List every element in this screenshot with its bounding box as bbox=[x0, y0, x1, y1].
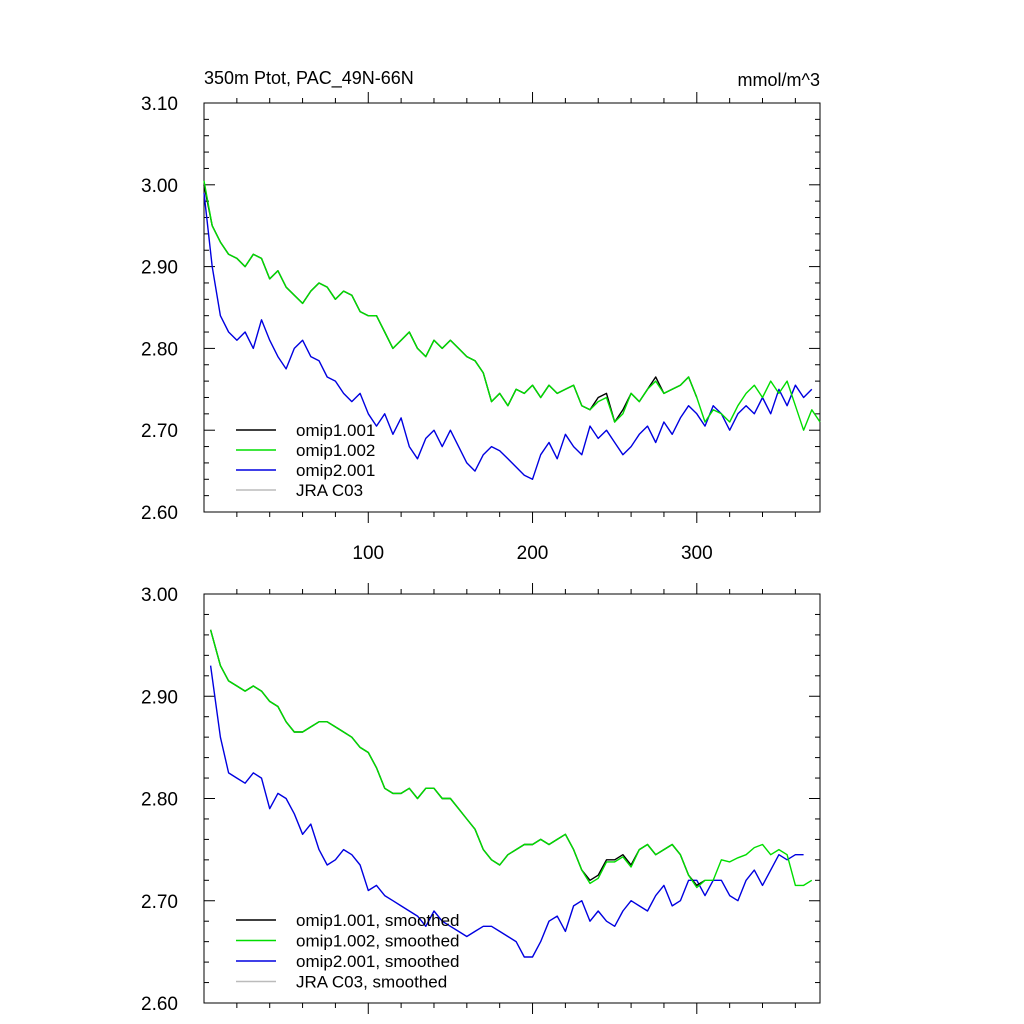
series-line-omip1-001-smoothed bbox=[209, 629, 706, 887]
y-tick-label: 3.10 bbox=[141, 94, 178, 115]
legend-label: omip2.001, smoothed bbox=[296, 952, 460, 971]
series-line-omip1-001 bbox=[203, 184, 698, 423]
smoothed-timeseries-panel: 2.60 2.70 2.80 2.90 3.00 omip1.001, smoothed o… bbox=[141, 583, 821, 1015]
y-tick-label: 2.60 bbox=[141, 994, 178, 1015]
units-label: mmol/m^3 bbox=[738, 70, 820, 90]
y-tick-label: 2.90 bbox=[141, 687, 178, 708]
series-line-omip2-001 bbox=[203, 192, 813, 480]
series-line-omip1-002 bbox=[203, 180, 821, 431]
y-tick-label: 2.70 bbox=[141, 421, 178, 442]
legend-label: JRA C03 bbox=[296, 481, 363, 500]
legend-label: omip1.002, smoothed bbox=[296, 932, 460, 951]
legend-label: JRA C03, smoothed bbox=[296, 973, 447, 992]
legend-label: omip1.001, smoothed bbox=[296, 911, 460, 930]
y-tick-label: 2.60 bbox=[141, 503, 178, 524]
legend-label: omip2.001 bbox=[296, 461, 375, 480]
y-tick-label: 2.90 bbox=[141, 258, 178, 279]
y-tick-label: 3.00 bbox=[141, 585, 178, 606]
x-tick-label: 100 bbox=[352, 543, 384, 564]
y-tick-label: 3.00 bbox=[141, 176, 178, 197]
x-tick-label: 300 bbox=[681, 543, 713, 564]
legend-label: omip1.001 bbox=[296, 421, 375, 440]
x-tick-label: 200 bbox=[517, 543, 549, 564]
y-tick-label: 2.80 bbox=[141, 339, 178, 360]
legend-label: omip1.002 bbox=[296, 441, 375, 460]
series-line-omip2-001-smoothed bbox=[209, 665, 804, 958]
plot-frame bbox=[203, 102, 821, 513]
y-tick-label: 2.70 bbox=[141, 892, 178, 913]
raw-timeseries-panel: 2.60 2.70 2.80 2.90 3.00 3.10 100 200 300 omip1.0… bbox=[141, 92, 821, 564]
chart-title: 350m Ptot, PAC_49N-66N bbox=[204, 68, 414, 89]
series-line-omip1-002-smoothed bbox=[209, 629, 813, 889]
y-tick-label: 2.80 bbox=[141, 790, 178, 811]
